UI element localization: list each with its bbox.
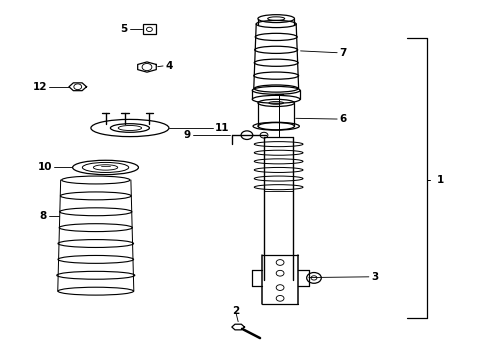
Text: 12: 12 (32, 82, 47, 92)
Text: 3: 3 (370, 272, 378, 282)
Text: 2: 2 (232, 306, 239, 316)
Text: 11: 11 (215, 123, 229, 133)
Text: 9: 9 (183, 130, 190, 140)
Bar (142, 24, 156, 35)
Text: 8: 8 (40, 211, 47, 221)
Text: 7: 7 (339, 48, 346, 58)
Text: 6: 6 (339, 114, 346, 124)
Text: 1: 1 (436, 175, 444, 185)
Text: 5: 5 (120, 24, 127, 35)
Text: 10: 10 (37, 162, 52, 172)
Text: 4: 4 (165, 61, 173, 71)
